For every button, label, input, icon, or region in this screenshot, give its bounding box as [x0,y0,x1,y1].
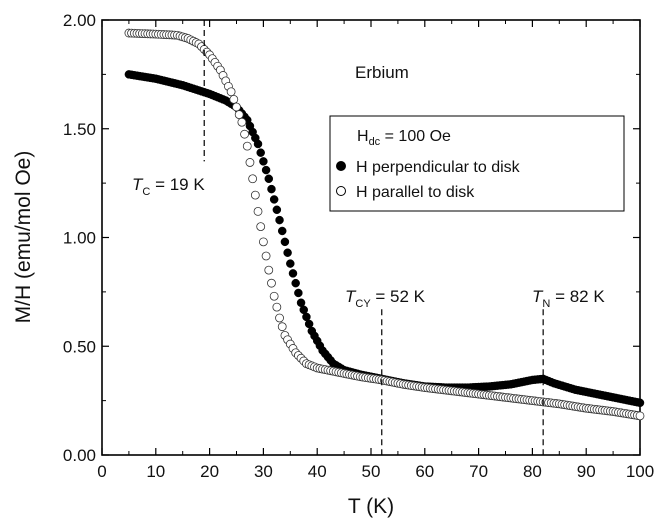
x-tick-label: 30 [254,462,273,481]
tcy-label: TCY = 52 K [345,287,426,310]
tick-layer: 0 10 20 30 40 50 60 70 80 90 100 0.00 0.50 1.00 1.50 2.… [63,11,654,481]
data-point [635,398,645,408]
x-tick-label: 80 [523,462,542,481]
y-axis-label: M/H (emu/mol Oe) [12,151,35,324]
data-point [240,129,249,139]
data-point [226,87,236,97]
legend: Hdc = 100 Oe H perpendicular to disk H p… [329,115,625,212]
data-point [291,278,300,288]
data-point [302,312,311,322]
data-point [280,237,290,247]
tc-label: TC = 19 K [132,175,205,198]
legend-entry-perpendicular: H perpendicular to disk [356,159,521,176]
data-point [272,302,282,312]
x-tick-label: 100 [626,462,654,481]
x-tick-label: 90 [577,462,596,481]
data-point [277,226,287,236]
data-point [242,141,252,151]
data-point [286,259,295,268]
data-point [296,298,306,307]
data-point [253,139,263,149]
x-axis-label: T (K) [348,495,394,518]
data-point [256,222,266,232]
x-tick-label: 50 [362,462,381,481]
x-tick-label: 10 [146,462,165,481]
data-point [277,322,287,332]
series-layer [124,28,645,421]
data-point [229,94,239,104]
tn-label: TN = 82 K [532,287,605,310]
data-point [294,288,303,298]
legend-marker-filled [336,161,346,171]
chart-annotation-title: Erbium [355,63,409,82]
x-tick-label: 70 [469,462,488,481]
data-point [264,265,274,275]
data-point [275,313,284,323]
legend-header: Hdc = 100 Oe [357,128,451,148]
x-tick-label: 0 [97,462,106,481]
data-point [256,148,265,157]
data-point [234,110,244,120]
data-point [299,305,308,315]
data-point [232,102,241,112]
x-tick-label: 40 [308,462,327,481]
data-point [269,291,279,301]
data-point [283,248,292,257]
data-point [248,174,258,184]
data-point [259,157,268,166]
marker-layer [203,20,544,455]
legend-box [329,115,625,212]
data-point [245,158,255,167]
data-point [237,117,247,127]
y-tick-label: 1.50 [63,120,96,139]
x-tick-label: 20 [200,462,219,481]
series-parallel [124,28,645,421]
data-point [253,206,263,216]
data-point [635,411,645,421]
data-point [250,190,260,200]
y-tick-label: 0.50 [63,337,96,356]
data-point [272,205,282,215]
legend-entry-parallel: H parallel to disk [356,184,475,201]
data-point [267,184,276,194]
data-point [261,165,271,175]
x-tick-label: 60 [415,462,434,481]
data-point [267,278,276,288]
data-point [304,319,314,329]
legend-marker-open [336,186,346,196]
data-point [258,237,268,247]
y-tick-label: 1.00 [63,229,96,248]
data-point [269,195,279,204]
data-point [288,269,298,278]
y-tick-label: 2.00 [63,11,96,30]
data-point [264,174,274,184]
data-point [261,251,271,261]
y-tick-label: 0.00 [63,446,96,465]
data-point [275,215,284,225]
